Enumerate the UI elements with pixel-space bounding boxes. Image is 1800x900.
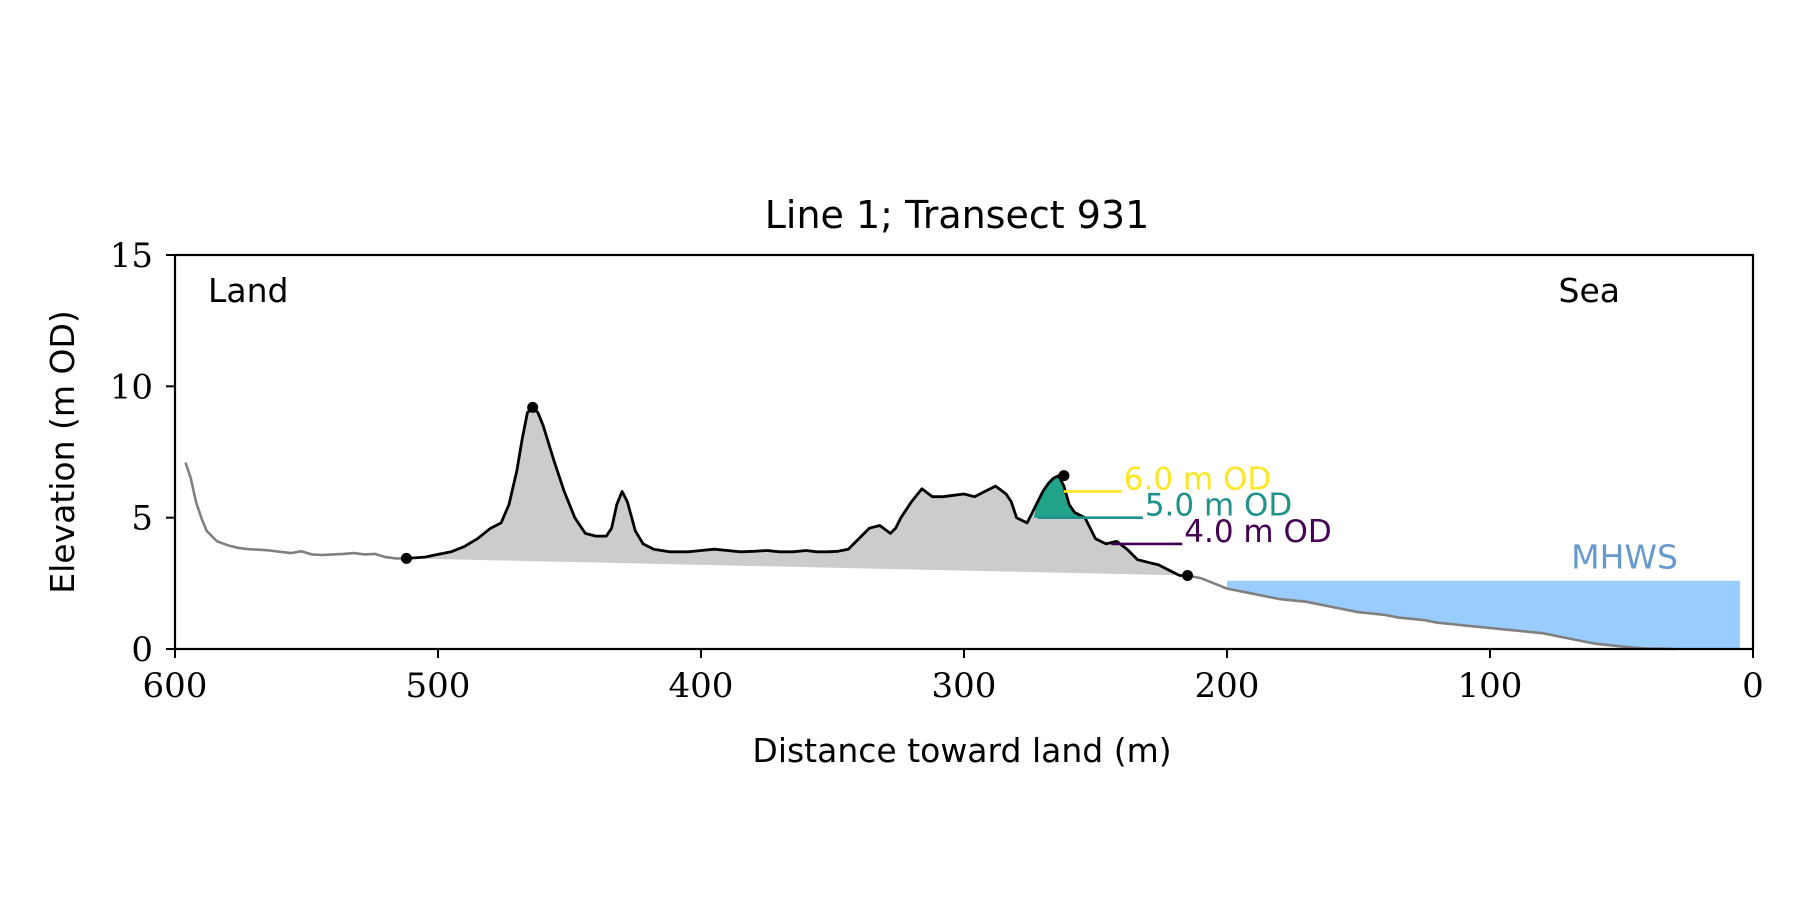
chart-title: Line 1; Transect 931 [765, 193, 1150, 237]
mhws-label: MHWS [1571, 538, 1678, 577]
key-point-1 [527, 401, 539, 413]
sea-label: Sea [1559, 271, 1620, 310]
y-tick-label-1: 5 [131, 499, 153, 539]
x-tick-label-5: 100 [1458, 666, 1523, 706]
contour-label-2: 4.0 m OD [1184, 514, 1331, 550]
key-point-2 [1058, 470, 1070, 482]
x-tick-label-0: 600 [143, 666, 208, 706]
x-tick-label-3: 300 [932, 666, 997, 706]
contour-label-0: 6.0 m OD [1124, 461, 1271, 497]
y-axis-ticks: 0 5 10 15 [110, 236, 175, 670]
y-axis-label: Elevation (m OD) [43, 310, 82, 594]
mhws-band [1227, 580, 1740, 649]
x-tick-label-2: 400 [669, 666, 734, 706]
x-axis-label: Distance toward land (m) [752, 731, 1171, 770]
key-point-3 [1182, 569, 1194, 581]
mhws-layer: MHWS [1227, 538, 1740, 649]
profile-line-layer [184, 405, 1675, 651]
y-tick-label-0: 0 [131, 630, 153, 670]
plot-area: MHWS 6.0 m OD5.0 m OD4.0 m OD [184, 401, 1740, 651]
dune-fill-layer [406, 407, 1188, 576]
y-tick-label-3: 15 [110, 236, 153, 276]
contour-label-1: 5.0 m OD [1145, 488, 1292, 524]
y-tick-label-2: 10 [110, 367, 153, 407]
key-point-0 [400, 552, 412, 564]
dune-volume-fill [406, 407, 1188, 576]
key-point-layer [400, 401, 1194, 581]
profile-line-dune [406, 405, 1188, 577]
profile-line-seaward [1187, 574, 1675, 651]
x-tick-label-4: 200 [1195, 666, 1260, 706]
x-tick-label-6: 0 [1742, 666, 1764, 706]
contour-line-layer: 6.0 m OD5.0 m OD4.0 m OD [1037, 461, 1332, 550]
profile-line-landward [184, 462, 407, 560]
x-tick-label-1: 500 [406, 666, 471, 706]
x-axis-ticks: 600 500 400 300 200 100 0 [143, 649, 1764, 706]
land-label: Land [208, 271, 288, 310]
